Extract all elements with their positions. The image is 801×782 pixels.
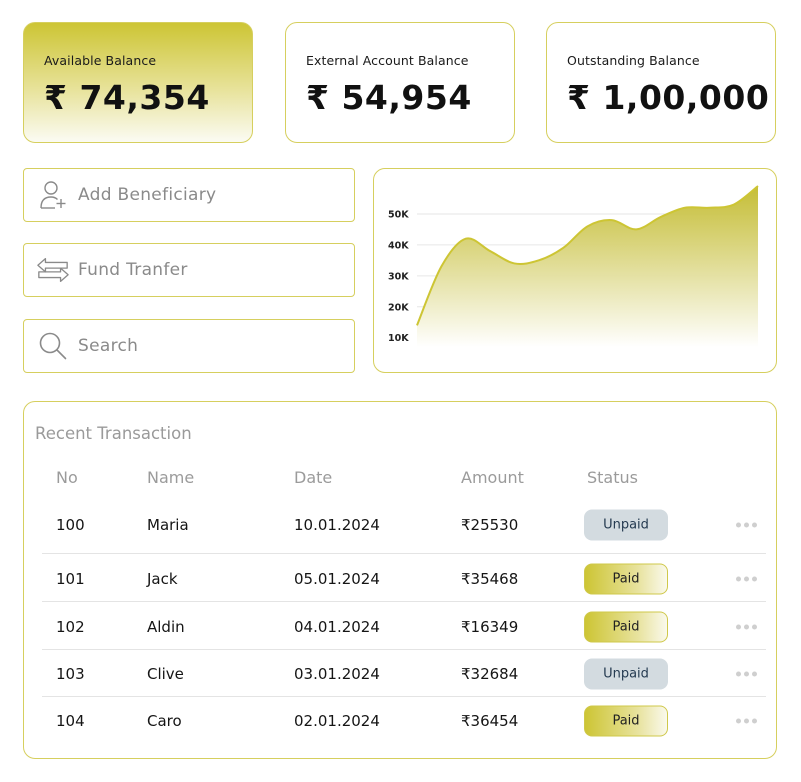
area-fill (417, 186, 758, 347)
more-horizontal-icon[interactable] (732, 621, 761, 634)
y-tick-label: 50K (388, 209, 409, 220)
add-beneficiary-button[interactable]: Add Beneficiary (23, 168, 355, 222)
more-horizontal-icon[interactable] (732, 668, 761, 681)
table-row[interactable]: 102 Aldin 04.01.2024 ₹16349 Paid (24, 603, 776, 651)
y-tick-label: 40K (388, 240, 409, 251)
status-badge[interactable]: Unpaid (584, 658, 668, 690)
search-box[interactable] (23, 319, 355, 373)
recent-transactions-panel: Recent Transaction No Name Date Amount S… (23, 401, 777, 759)
add-beneficiary-label: Add Beneficiary (78, 185, 217, 205)
status-badge[interactable]: Paid (584, 705, 668, 737)
status-badge[interactable]: Unpaid (584, 509, 668, 541)
available-balance-card[interactable]: Available Balance ₹ 74,354 (23, 22, 253, 143)
table-row[interactable]: 104 Caro 02.01.2024 ₹36454 Paid (24, 697, 776, 745)
section-title: Recent Transaction (35, 424, 192, 443)
cell-date: 02.01.2024 (294, 712, 380, 730)
cell-no: 101 (56, 570, 85, 588)
cell-no: 102 (56, 618, 85, 636)
outstanding-balance-card[interactable]: Outstanding Balance ₹ 1,00,000 (546, 22, 776, 143)
balance-trend-chart: 10K 20K 30K 40K 50K (373, 168, 777, 373)
column-header-name[interactable]: Name (147, 468, 195, 487)
fund-transfer-label: Fund Tranfer (78, 260, 188, 280)
balance-label: Outstanding Balance (567, 53, 700, 68)
table-row[interactable]: 100 Maria 10.01.2024 ₹25530 Unpaid (24, 501, 776, 549)
balance-value: ₹ 54,954 (306, 78, 472, 117)
y-tick-label: 10K (388, 333, 409, 344)
balance-value: ₹ 1,00,000 (567, 78, 770, 117)
row-divider (42, 601, 766, 602)
table-row[interactable]: 101 Jack 05.01.2024 ₹35468 Paid (24, 555, 776, 603)
row-divider (42, 553, 766, 554)
more-horizontal-icon[interactable] (732, 573, 761, 586)
cell-amount: ₹16349 (461, 618, 519, 636)
y-tick-label: 30K (388, 271, 409, 282)
table-header: No Name Date Amount Status (24, 468, 776, 488)
row-divider (42, 696, 766, 697)
cell-amount: ₹36454 (461, 712, 519, 730)
area-chart: 10K 20K 30K 40K 50K (388, 185, 759, 347)
column-header-date[interactable]: Date (294, 468, 333, 487)
cell-name: Clive (147, 665, 184, 683)
cell-no: 103 (56, 665, 85, 683)
cell-amount: ₹25530 (461, 516, 519, 534)
status-badge[interactable]: Paid (584, 563, 668, 595)
fund-transfer-button[interactable]: Fund Tranfer (23, 243, 355, 297)
cell-date: 03.01.2024 (294, 665, 380, 683)
user-plus-icon (36, 178, 70, 212)
row-divider (42, 649, 766, 650)
cell-no: 100 (56, 516, 85, 534)
search-icon (36, 329, 70, 363)
table-row[interactable]: 103 Clive 03.01.2024 ₹32684 Unpaid (24, 650, 776, 698)
column-header-status[interactable]: Status (587, 468, 638, 487)
cell-name: Jack (147, 570, 178, 588)
column-header-no[interactable]: No (56, 468, 78, 487)
more-horizontal-icon[interactable] (732, 519, 761, 532)
cell-no: 104 (56, 712, 85, 730)
cell-name: Aldin (147, 618, 185, 636)
balance-value: ₹ 74,354 (44, 78, 210, 117)
cell-name: Caro (147, 712, 182, 730)
series-line (416, 185, 759, 326)
cell-amount: ₹32684 (461, 665, 519, 683)
balance-label: External Account Balance (306, 53, 469, 68)
arrows-exchange-icon (36, 253, 70, 287)
external-account-balance-card[interactable]: External Account Balance ₹ 54,954 (285, 22, 515, 143)
status-badge[interactable]: Paid (584, 611, 668, 643)
cell-name: Maria (147, 516, 189, 534)
cell-date: 05.01.2024 (294, 570, 380, 588)
cell-amount: ₹35468 (461, 570, 519, 588)
more-horizontal-icon[interactable] (732, 715, 761, 728)
search-input[interactable] (78, 336, 318, 356)
cell-date: 10.01.2024 (294, 516, 380, 534)
y-tick-label: 20K (388, 302, 409, 313)
column-header-amount[interactable]: Amount (461, 468, 524, 487)
cell-date: 04.01.2024 (294, 618, 380, 636)
balance-label: Available Balance (44, 53, 157, 68)
